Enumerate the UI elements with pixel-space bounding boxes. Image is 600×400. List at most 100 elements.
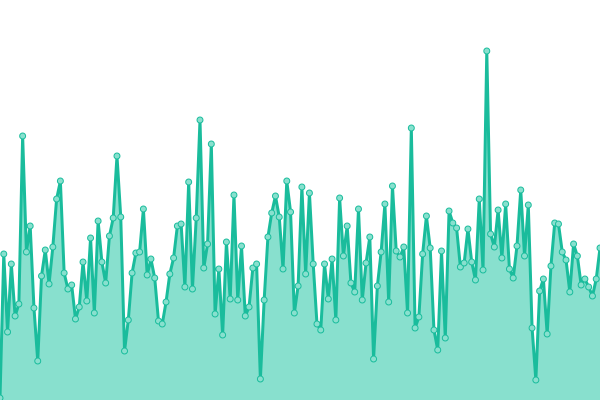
data-point-83 xyxy=(309,260,317,268)
data-point-25 xyxy=(90,309,98,317)
data-point-103 xyxy=(385,298,393,306)
data-point-129 xyxy=(483,47,491,55)
data-point-140 xyxy=(524,201,532,209)
data-point-76 xyxy=(283,177,291,185)
data-point-31 xyxy=(113,152,121,160)
data-point-22 xyxy=(79,258,87,266)
data-point-75 xyxy=(279,265,287,273)
data-point-121 xyxy=(453,224,461,232)
data-point-95 xyxy=(354,205,362,213)
data-point-56 xyxy=(207,140,215,148)
data-point-50 xyxy=(185,178,193,186)
data-point-35 xyxy=(128,269,136,277)
data-point-126 xyxy=(471,276,479,284)
data-point-9 xyxy=(30,304,38,312)
data-point-80 xyxy=(298,183,306,191)
data-point-58 xyxy=(215,265,223,273)
data-point-46 xyxy=(170,254,178,262)
data-point-38 xyxy=(139,205,147,213)
data-point-34 xyxy=(124,316,132,324)
data-point-92 xyxy=(343,222,351,230)
data-point-71 xyxy=(264,233,272,241)
data-point-138 xyxy=(517,186,525,194)
data-point-23 xyxy=(83,297,91,305)
data-point-26 xyxy=(94,217,102,225)
data-point-41 xyxy=(151,274,159,282)
data-point-63 xyxy=(234,296,242,304)
data-point-61 xyxy=(226,295,234,303)
data-point-109 xyxy=(407,124,415,132)
data-point-43 xyxy=(158,320,166,328)
data-point-146 xyxy=(547,262,555,270)
data-point-144 xyxy=(539,275,547,283)
data-point-7 xyxy=(22,248,30,256)
data-point-139 xyxy=(521,252,529,260)
data-point-89 xyxy=(332,316,340,324)
data-point-6 xyxy=(19,132,27,140)
data-point-81 xyxy=(302,270,310,278)
data-point-143 xyxy=(536,287,544,295)
data-point-73 xyxy=(271,192,279,200)
data-point-20 xyxy=(71,315,79,323)
data-point-134 xyxy=(502,200,510,208)
data-point-51 xyxy=(188,285,196,293)
data-point-101 xyxy=(377,248,385,256)
data-point-53 xyxy=(196,116,204,124)
data-point-116 xyxy=(434,346,442,354)
data-point-115 xyxy=(430,326,438,334)
data-point-102 xyxy=(381,200,389,208)
data-point-99 xyxy=(370,355,378,363)
data-point-117 xyxy=(438,247,446,255)
data-point-19 xyxy=(68,281,76,289)
data-point-142 xyxy=(532,376,540,384)
data-point-154 xyxy=(577,281,585,289)
data-point-40 xyxy=(147,255,155,263)
data-point-57 xyxy=(211,310,219,318)
data-point-0 xyxy=(0,394,4,400)
data-point-48 xyxy=(177,220,185,228)
data-point-59 xyxy=(219,331,227,339)
data-points xyxy=(0,47,600,400)
data-point-13 xyxy=(45,280,53,288)
data-point-16 xyxy=(56,177,64,185)
data-point-111 xyxy=(415,313,423,321)
data-point-137 xyxy=(513,242,521,250)
data-point-44 xyxy=(162,298,170,306)
data-point-156 xyxy=(585,283,593,291)
data-point-136 xyxy=(509,274,517,282)
data-point-52 xyxy=(192,214,200,222)
data-point-12 xyxy=(41,246,49,254)
data-point-77 xyxy=(287,208,295,216)
data-point-100 xyxy=(373,282,381,290)
data-point-45 xyxy=(166,270,174,278)
data-point-87 xyxy=(324,295,332,303)
data-point-17 xyxy=(60,269,68,277)
data-point-90 xyxy=(336,194,344,202)
data-point-70 xyxy=(260,296,268,304)
data-point-33 xyxy=(121,347,129,355)
data-point-55 xyxy=(204,240,212,248)
data-point-119 xyxy=(445,207,453,215)
data-point-141 xyxy=(528,324,536,332)
data-point-130 xyxy=(487,230,495,238)
data-point-153 xyxy=(573,252,581,260)
data-point-145 xyxy=(543,330,551,338)
data-point-148 xyxy=(554,220,562,228)
data-point-112 xyxy=(419,250,427,258)
data-point-60 xyxy=(222,238,230,246)
data-point-2 xyxy=(4,328,12,336)
data-point-105 xyxy=(392,247,400,255)
data-point-159 xyxy=(596,244,600,252)
data-point-88 xyxy=(328,255,336,263)
data-point-135 xyxy=(505,265,513,273)
data-point-113 xyxy=(422,212,430,220)
data-point-86 xyxy=(321,260,329,268)
data-point-132 xyxy=(494,206,502,214)
data-point-84 xyxy=(313,320,321,328)
data-point-21 xyxy=(75,303,83,311)
data-point-155 xyxy=(581,275,589,283)
data-point-152 xyxy=(570,240,578,248)
data-point-98 xyxy=(366,233,374,241)
data-point-107 xyxy=(400,243,408,251)
